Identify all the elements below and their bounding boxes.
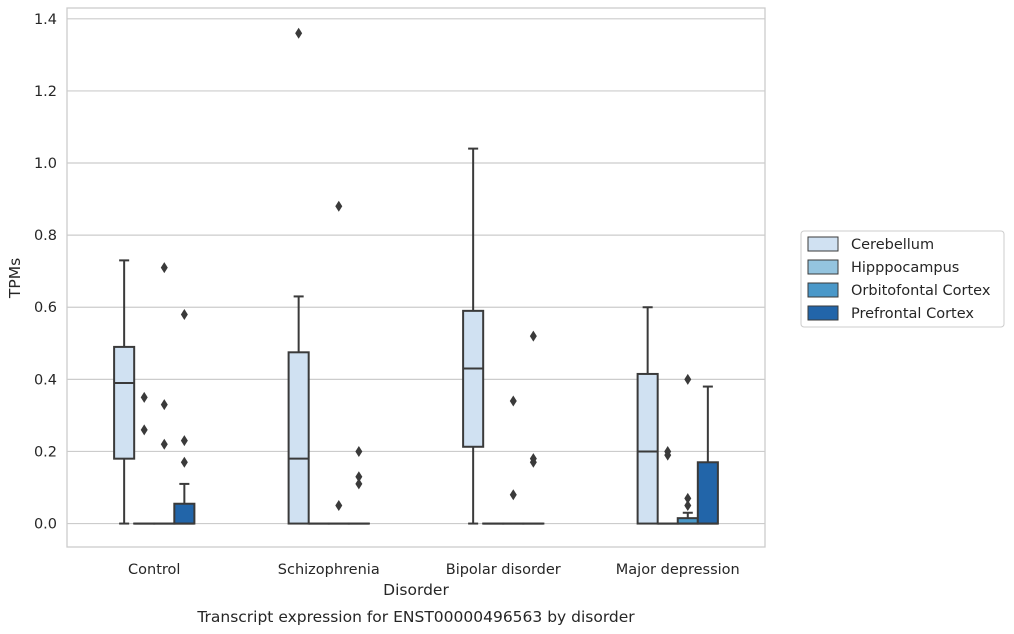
outlier-point [160, 262, 168, 274]
y-axis-title: TPMs [6, 258, 24, 299]
box-body [113, 345, 136, 460]
y-tick-label: 1.0 [34, 156, 57, 172]
outlier-point [684, 373, 692, 385]
outlier-point [295, 27, 303, 39]
y-tick-label: 0.4 [34, 372, 57, 388]
y-tick-label: 0.2 [34, 444, 57, 460]
box-body [287, 351, 310, 525]
y-tick-label: 0.0 [34, 517, 57, 533]
legend-swatch [807, 259, 839, 275]
legend-label: Orbitofontal Cortex [851, 283, 991, 299]
box-body [173, 502, 196, 525]
outlier-point [335, 200, 343, 212]
y-tick-label: 1.2 [34, 84, 57, 100]
legend-frame [800, 230, 1005, 328]
grid-lines [67, 18, 765, 525]
x-tick-label: Schizophrenia [278, 562, 380, 578]
outlier-point [355, 478, 363, 490]
legend-swatch [807, 305, 839, 321]
outlier-point [529, 456, 537, 468]
y-tick-label: 1.4 [34, 12, 57, 28]
outlier-point [180, 435, 188, 447]
outlier-point [509, 489, 517, 501]
legend: Cerebellum Hipppocampus Orbitofontal Corte… [800, 230, 1005, 328]
outlier-point [160, 438, 168, 450]
y-tick-label: 0.8 [34, 228, 57, 244]
legend-swatch [807, 282, 839, 298]
x-tick-label: Bipolar disorder [446, 562, 561, 578]
outlier-point [355, 445, 363, 457]
x-tick-labels: Control Schizophrenia Bipolar disorder Majo… [128, 562, 740, 578]
box-body [696, 461, 719, 525]
legend-swatch [807, 236, 839, 252]
legend-label: Hipppocampus [851, 260, 959, 276]
outlier-point [529, 330, 537, 342]
outlier-point [160, 399, 168, 411]
y-tick-label: 0.6 [34, 300, 57, 316]
outlier-point [509, 395, 517, 407]
outlier-point [684, 500, 692, 512]
box-body [462, 309, 485, 448]
outlier-point [335, 500, 343, 512]
outlier-point [180, 456, 188, 468]
box-body [636, 372, 659, 525]
outlier-point [180, 308, 188, 320]
x-axis-title: Disorder [383, 581, 449, 599]
outlier-point [664, 449, 672, 461]
box-elements [113, 27, 719, 525]
plot-frame [66, 7, 766, 548]
legend-label: Cerebellum [851, 237, 934, 253]
outlier-point [355, 471, 363, 483]
x-tick-label: Control [128, 562, 180, 578]
legend-label: Prefrontal Cortex [851, 306, 974, 322]
outlier-point [140, 424, 148, 436]
outlier-point [140, 391, 148, 403]
x-tick-label: Major depression [616, 562, 740, 578]
y-tick-labels: 0.0 0.2 0.4 0.6 0.8 1.0 1.2 1.4 [34, 12, 57, 533]
chart-caption: Transcript expression for ENST0000049656… [196, 608, 635, 626]
outlier-point [684, 492, 692, 504]
